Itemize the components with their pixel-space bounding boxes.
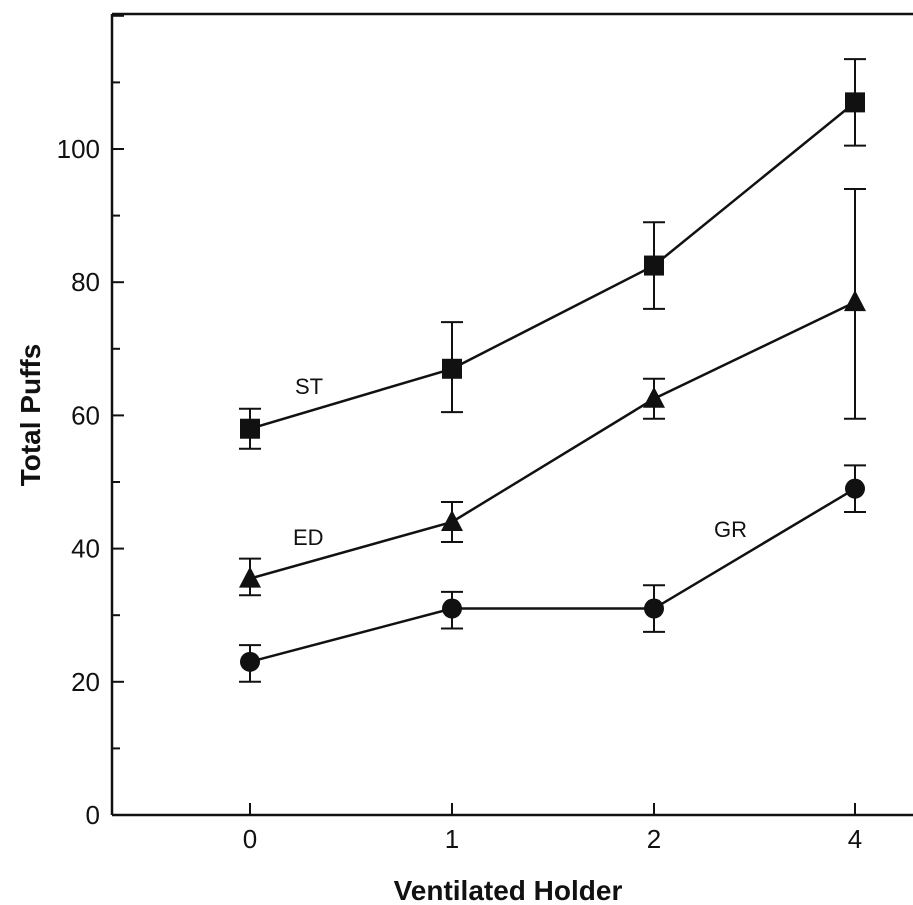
series-label-ed: ED <box>293 525 324 550</box>
x-tick-label: 2 <box>647 824 661 854</box>
x-axis-title: Ventilated Holder <box>394 875 623 905</box>
series-st <box>239 58 866 450</box>
series-ed <box>239 187 866 597</box>
y-axis-title: Total Puffs <box>15 344 46 487</box>
data-point-triangle <box>643 386 665 408</box>
plot-frame <box>110 12 913 817</box>
y-tick-label: 100 <box>57 134 100 164</box>
series-line-gr <box>249 487 856 664</box>
series-line-ed <box>249 301 856 580</box>
data-point-circle <box>644 598 664 619</box>
data-point-triangle <box>441 509 463 531</box>
y-tick-label: 80 <box>71 267 100 297</box>
y-tick-label: 60 <box>71 400 100 430</box>
data-point-triangle <box>239 566 261 588</box>
data-point-triangle <box>844 290 866 312</box>
axis-ticks: 0 20 40 60 80 100 0 1 2 4 <box>57 14 862 854</box>
y-tick-label: 40 <box>71 534 100 564</box>
series-label-gr: GR <box>714 517 747 542</box>
data-point-circle <box>240 651 260 672</box>
data-point-circle <box>845 478 865 499</box>
data-point-square <box>240 418 260 439</box>
y-tick-label: 20 <box>71 667 100 697</box>
x-tick-label: 4 <box>848 824 862 854</box>
data-series <box>239 58 866 683</box>
data-point-square <box>644 255 664 276</box>
data-point-circle <box>442 598 462 619</box>
data-point-square <box>845 92 865 113</box>
series-gr <box>239 464 866 683</box>
y-tick-label: 0 <box>86 800 100 830</box>
series-line-st <box>249 101 856 430</box>
data-point-square <box>442 358 462 379</box>
series-label-st: ST <box>295 374 323 399</box>
x-tick-label: 0 <box>243 824 257 854</box>
x-tick-label: 1 <box>445 824 459 854</box>
